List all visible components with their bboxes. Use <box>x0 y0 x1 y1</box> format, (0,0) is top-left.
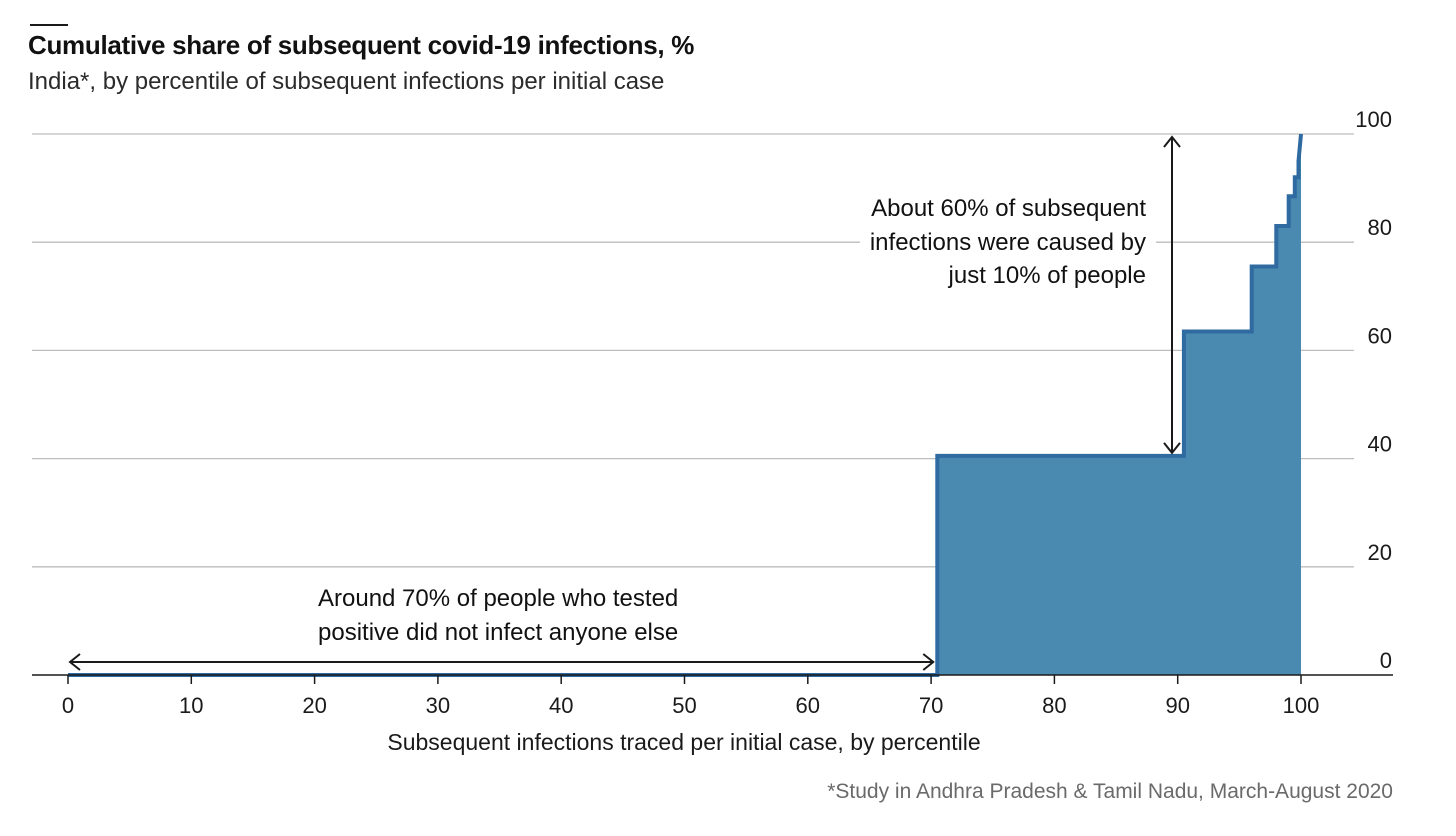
chart-subtitle: India*, by percentile of subsequent infe… <box>28 68 665 95</box>
y-axis: 0 20 40 60 80 100 <box>1355 107 1392 673</box>
annotation-left-line2: positive did not infect anyone else <box>318 619 678 646</box>
x-tick-label-40: 40 <box>549 693 573 718</box>
annotation-right-line2: infections were caused by <box>870 229 1146 256</box>
x-tick-label-0: 0 <box>62 693 74 718</box>
cumulative-area <box>68 134 1301 675</box>
cumulative-line <box>68 133 1303 677</box>
annotation-right-line3: just 10% of people <box>948 262 1146 289</box>
x-tick-label-50: 50 <box>672 693 696 718</box>
arrowhead-right <box>922 653 935 671</box>
y-tick-label-80: 80 <box>1368 215 1392 240</box>
chart-title: Cumulative share of subsequent covid-19 … <box>28 30 695 60</box>
data-area <box>68 133 1303 677</box>
y-tick-label-40: 40 <box>1368 432 1392 457</box>
annotations: Around 70% of people who tested positive… <box>68 135 1181 671</box>
x-tick-label-30: 30 <box>426 693 450 718</box>
y-tick-label-60: 60 <box>1368 323 1392 348</box>
annotation-right-backdrop <box>860 236 1156 252</box>
y-tick-label-0: 0 <box>1380 648 1392 673</box>
top-rule <box>30 24 68 26</box>
arrowhead-up <box>1163 135 1181 148</box>
y-tick-label-20: 20 <box>1368 540 1392 565</box>
x-axis: 0 10 20 30 40 50 60 70 80 90 100 <box>32 674 1393 718</box>
annotation-right-line1: About 60% of subsequent <box>871 195 1146 222</box>
x-tick-label-60: 60 <box>796 693 820 718</box>
annotation-left-line1: Around 70% of people who tested <box>318 585 678 612</box>
y-tick-label-100: 100 <box>1355 107 1392 132</box>
x-tick-label-80: 80 <box>1042 693 1066 718</box>
x-tick-label-100: 100 <box>1283 693 1320 718</box>
x-tick-label-20: 20 <box>302 693 326 718</box>
x-axis-title: Subsequent infections traced per initial… <box>387 729 980 755</box>
x-tick-label-10: 10 <box>179 693 203 718</box>
x-tick-label-70: 70 <box>919 693 943 718</box>
source-note: *Study in Andhra Pradesh & Tamil Nadu, M… <box>827 780 1393 803</box>
x-tick-label-90: 90 <box>1165 693 1189 718</box>
arrowhead-down <box>1163 442 1181 455</box>
arrowhead-left <box>68 653 81 671</box>
